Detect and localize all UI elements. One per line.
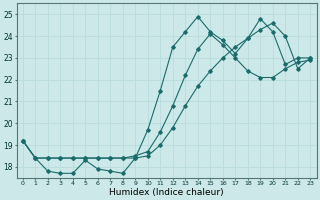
X-axis label: Humidex (Indice chaleur): Humidex (Indice chaleur): [109, 188, 224, 197]
